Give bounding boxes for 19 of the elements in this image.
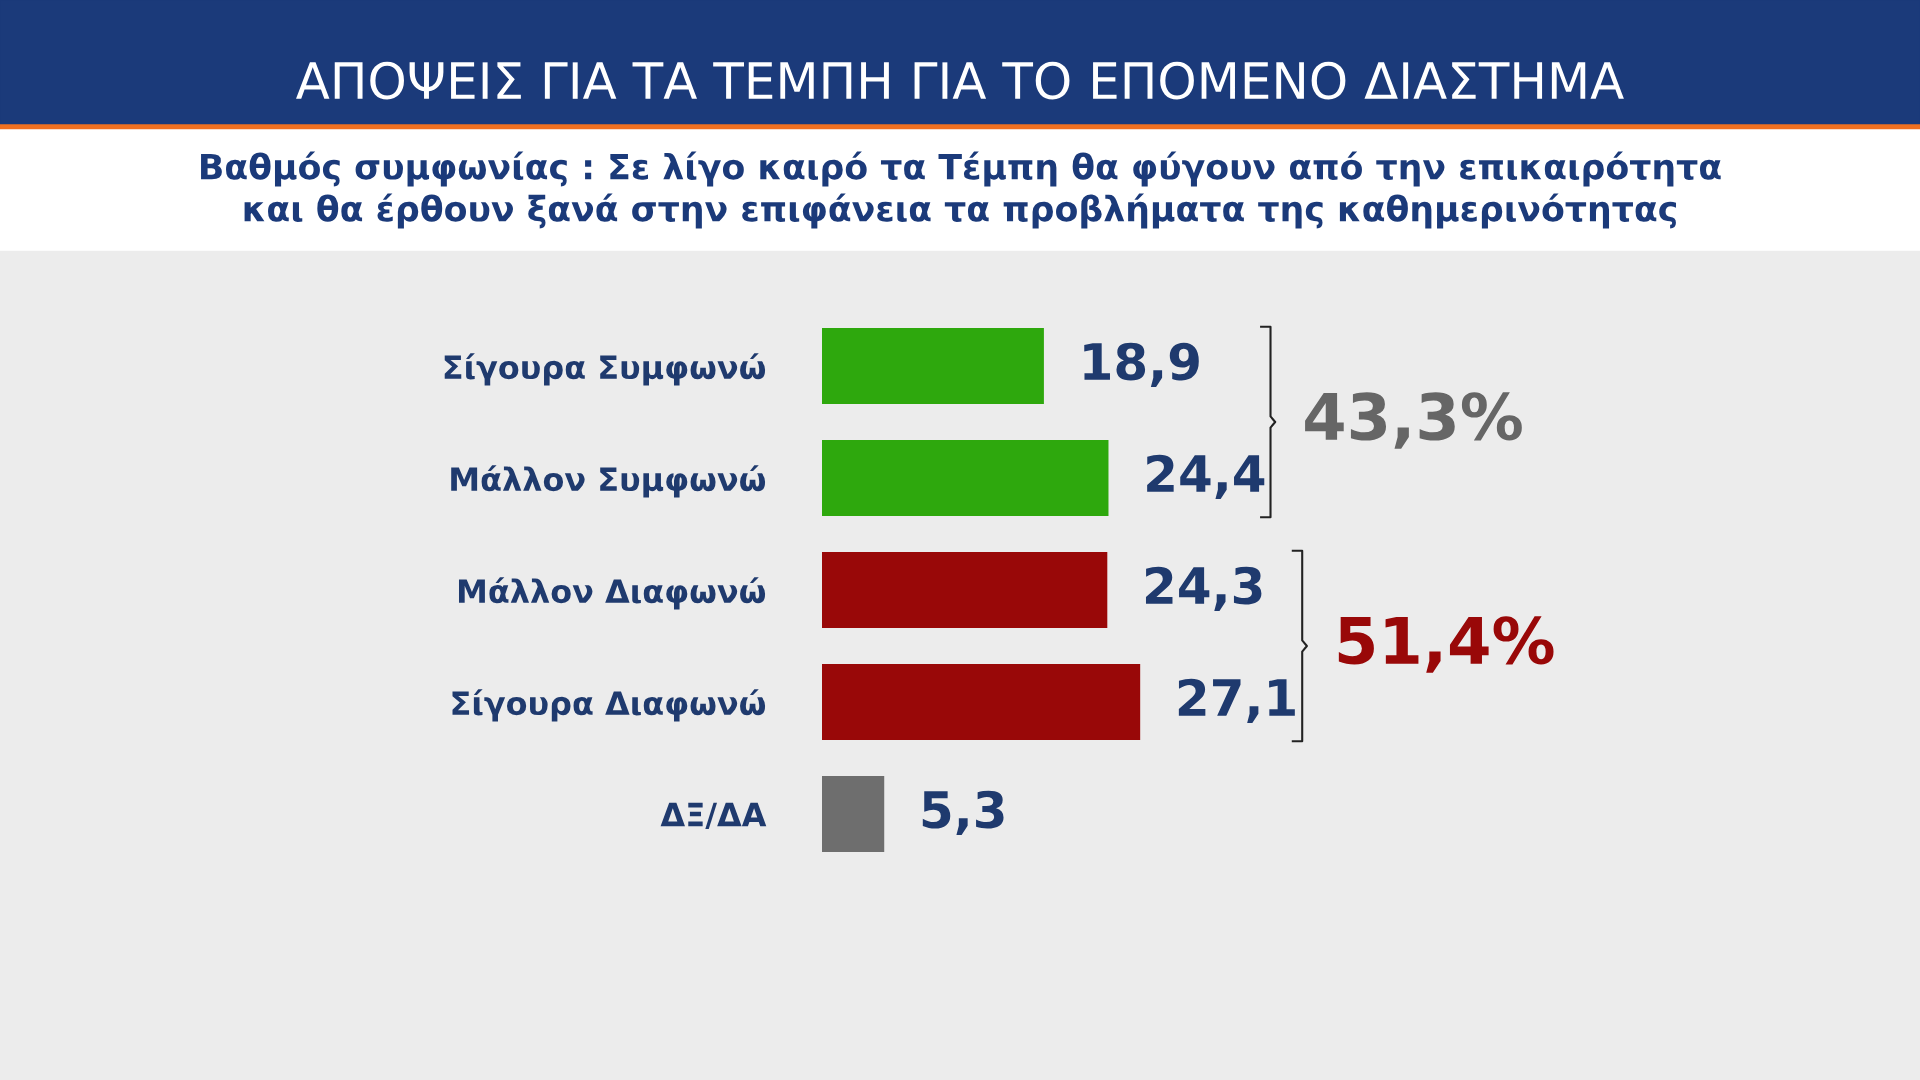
y-tick-label: Σίγουρα Συμφωνώ <box>444 353 766 386</box>
bar <box>822 551 1108 629</box>
data-label: 27,1 <box>1178 678 1295 723</box>
y-tick-label: Σίγουρα Διαφωνώ <box>452 689 766 722</box>
chart-title: ΑΠΟΨΕΙΣ ΓΙΑ ΤΑ ΤΕΜΠΗ ΓΙΑ ΤΟ ΕΠΟΜΕΝΟ ΔΙΑΣΤΗΜΑ <box>296 61 1624 100</box>
data-label: 18,9 <box>1084 342 1199 387</box>
bar <box>822 327 1044 405</box>
text: 43,3% <box>1305 392 1522 449</box>
y-tick-label: Μάλλον Διαφωνώ <box>458 577 766 610</box>
bar <box>822 439 1109 517</box>
text: 51,4% <box>1338 616 1554 673</box>
data-label: 24,3 <box>1145 566 1262 611</box>
chart-subtitle: Βαθμός συμφωνίας : Σε λίγο καιρό τα Τέμπη θα φύγουν από την επικαιρότητα και θα έρθουν ξανά στην επιφάνεια τα προβλήματα της καθημερινότητας <box>201 151 1721 229</box>
bar <box>822 775 885 853</box>
y-tick-label: Μάλλον Συμφωνώ <box>451 465 766 498</box>
data-label: 5,3 <box>922 790 1004 835</box>
bar <box>822 663 1141 741</box>
y-tick-label: ΔΞ/ΔΑ <box>660 802 767 830</box>
data-label: 24,4 <box>1147 454 1265 499</box>
